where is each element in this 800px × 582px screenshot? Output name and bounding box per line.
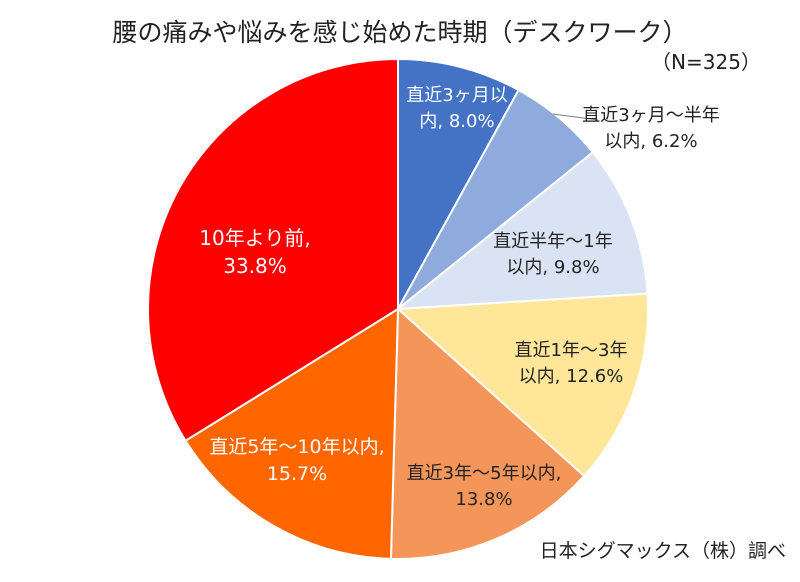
- slice-data-label: 以内, 9.8%: [506, 257, 599, 278]
- slice-data-label: 内, 8.0%: [419, 111, 494, 132]
- slice-data-label: 直近1年～3年: [515, 340, 628, 361]
- slice-data-label: 直近半年～1年: [493, 231, 612, 252]
- pie-slice: [147, 57, 399, 443]
- slice-data-label: 直近5年～10年以内,: [209, 436, 384, 458]
- pie-slice: [184, 307, 400, 560]
- slice-data-label: 13.8%: [455, 489, 512, 510]
- slice-data-label: 直近3ヶ月以: [406, 85, 507, 106]
- slice-data-label: 15.7%: [267, 463, 327, 485]
- slice-data-label: 直近3年～5年以内,: [407, 463, 562, 484]
- pie-slices: [147, 57, 649, 560]
- slice-data-label: 直近3ヶ月～半年: [582, 105, 719, 126]
- slice-data-label: 33.8%: [223, 254, 287, 278]
- chart-subtitle: （N=325）: [651, 50, 761, 74]
- source-note: 日本シグマックス（株）調べ: [540, 540, 786, 562]
- slice-data-label: 10年より前,: [199, 226, 310, 250]
- pie-slice: [394, 150, 649, 311]
- slice-data-label: 以内, 12.6%: [519, 366, 624, 387]
- chart-title: 腰の痛みや悩みを感じ始めた時期（デスクワーク）: [112, 18, 687, 47]
- slice-data-label: 以内, 6.2%: [604, 131, 697, 152]
- pie-slice: [397, 57, 520, 310]
- leader-line: [552, 113, 599, 121]
- pie-slice: [389, 306, 586, 560]
- pie-slice: [395, 292, 649, 478]
